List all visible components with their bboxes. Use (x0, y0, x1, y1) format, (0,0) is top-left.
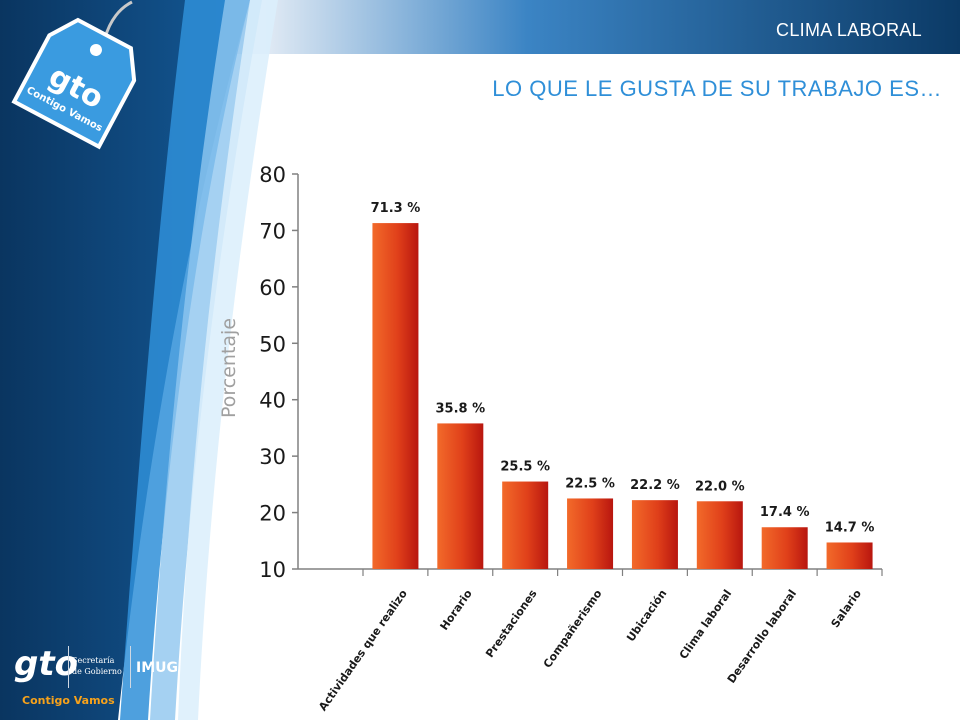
x-tick-label: Horario (438, 587, 475, 633)
data-label: 71.3 % (371, 201, 421, 216)
data-label: 35.8 % (435, 401, 485, 416)
bar (631, 500, 678, 569)
bar (696, 501, 743, 569)
x-tick-label: Ubicación (624, 587, 669, 644)
y-axis-title: Porcentaje (218, 318, 240, 418)
footer-slogan: Contigo Vamos (22, 694, 115, 707)
footer-gto-logo: gto (14, 644, 78, 684)
footer-divider (68, 646, 69, 688)
y-tick-label: 40 (259, 389, 286, 413)
x-tick-label: Actividades que realizo (316, 587, 410, 713)
bar (502, 481, 549, 569)
x-tick-label: Desarrollo laboral (725, 587, 799, 685)
bar (761, 527, 808, 569)
y-axis: 10 20 30 40 50 60 70 80 (259, 163, 299, 582)
bar (437, 423, 484, 569)
footer-imug-logo: IMUG (136, 660, 178, 676)
y-tick-label: 60 (259, 276, 286, 300)
data-label: 22.2 % (630, 478, 680, 493)
footer-dept-line2: de Gobierno (72, 667, 122, 676)
y-tick-label: 70 (259, 219, 286, 243)
footer-dept-line1: Secretaría (72, 656, 115, 665)
bars-group: 71.3 % 35.8 % 25.5 % 22.5 % 22.2 % 22.0 % 17.4… (371, 201, 875, 570)
x-axis: Actividades que realizo Horario Prestacion… (298, 568, 883, 713)
data-label: 25.5 % (500, 460, 550, 475)
y-tick-label: 80 (259, 163, 286, 187)
x-tick-label: Clima laboral (677, 587, 734, 661)
x-tick-label: Salario (829, 587, 865, 630)
data-label: 17.4 % (760, 505, 810, 520)
bar (826, 542, 873, 569)
x-tick-label: Prestaciones (483, 587, 540, 660)
data-label: 22.5 % (565, 476, 615, 491)
slide-title: LO QUE LE GUSTA DE SU TRABAJO ES… (492, 76, 942, 101)
section-title: CLIMA LABORAL (776, 20, 922, 40)
gto-tag-logo: gto Contigo Vamos (11, 0, 137, 150)
bar (567, 498, 614, 569)
y-tick-label: 20 (259, 502, 286, 526)
y-tick-label: 30 (259, 445, 286, 469)
bar (372, 223, 419, 570)
footer-divider-2 (130, 646, 131, 688)
data-label: 14.7 % (825, 520, 875, 535)
y-tick-label: 10 (259, 558, 286, 582)
data-label: 22.0 % (695, 479, 745, 494)
footer-logos: gto Secretaría de Gobierno IMUG Contigo … (12, 640, 192, 712)
x-tick-label: Compañerismo (541, 587, 605, 671)
y-tick-label: 50 (259, 332, 286, 356)
